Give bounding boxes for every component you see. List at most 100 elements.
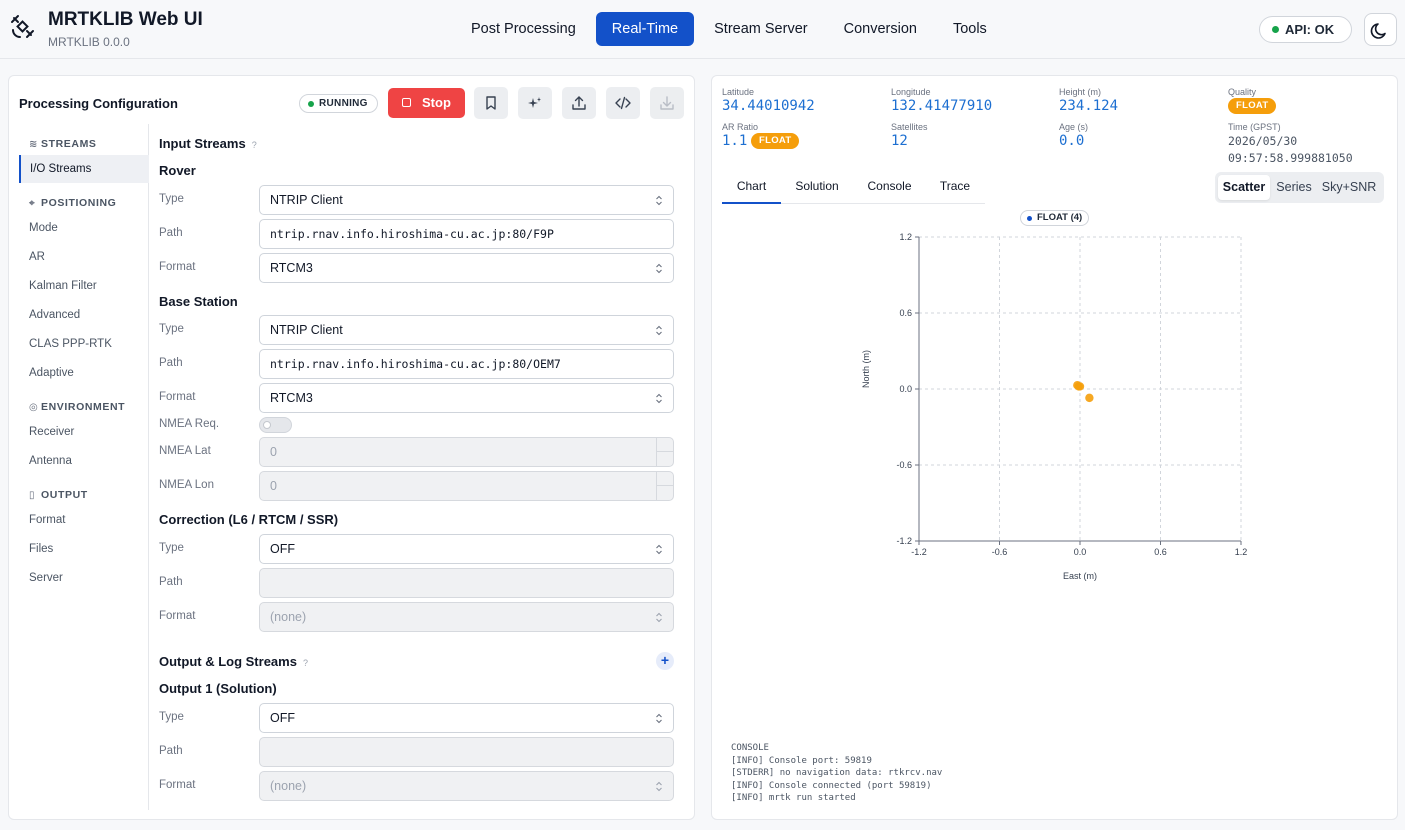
nav-conversion[interactable]: Conversion xyxy=(843,21,917,37)
view-tabs: Chart Solution Console Trace xyxy=(722,175,985,204)
chevron-updown-icon xyxy=(656,544,662,555)
number-stepper[interactable] xyxy=(656,472,673,500)
view-sky-snr[interactable]: Sky+SNR xyxy=(1321,180,1377,194)
theme-toggle-button[interactable] xyxy=(1364,13,1397,46)
nav-tools[interactable]: Tools xyxy=(952,21,987,37)
nmea-lon-input[interactable]: 0 xyxy=(259,471,674,501)
output1-path-label: Path xyxy=(159,745,183,757)
console-line: [INFO] Console connected (port 59819) xyxy=(731,780,932,791)
nmea-req-toggle[interactable] xyxy=(259,417,292,433)
sidebar-item-antenna[interactable]: Antenna xyxy=(29,455,72,467)
output1-format-select[interactable]: (none) xyxy=(259,771,674,801)
output1-path-input[interactable] xyxy=(259,737,674,767)
api-status-badge: API: OK xyxy=(1259,16,1352,43)
satellites-label: Satellites xyxy=(891,122,928,132)
age-value: 0.0 xyxy=(1059,133,1085,149)
satellite-small-icon: ⌖ xyxy=(29,198,36,209)
time-clock: 09:57:58.999881050 xyxy=(1228,151,1353,165)
rover-format-label: Format xyxy=(159,261,196,273)
sidebar-item-io-streams[interactable]: I/O Streams xyxy=(19,155,149,183)
correction-type-select[interactable]: OFF xyxy=(259,534,674,564)
sidebar-item-kalman-filter[interactable]: Kalman Filter xyxy=(29,280,97,292)
moon-icon xyxy=(1370,23,1386,39)
running-status-label: RUNNING xyxy=(319,98,368,109)
scatter-chart: -1.2 -0.6 0.0 0.6 1.2 1.2 0.6 0.0 -0.6 -1.2 East (… xyxy=(861,232,1247,581)
tab-solution[interactable]: Solution xyxy=(795,179,839,193)
base-path-input[interactable]: ntrip.rnav.info.hiroshima-cu.ac.jp:80/OE… xyxy=(259,349,674,379)
tab-chart[interactable]: Chart xyxy=(722,175,781,204)
satellites-value: 12 xyxy=(891,133,908,149)
view-series[interactable]: Series xyxy=(1276,180,1312,194)
stop-button[interactable]: Stop xyxy=(388,88,465,118)
nav-real-time[interactable]: Real-Time xyxy=(595,12,695,46)
chart-view-switch: Scatter Series Sky+SNR xyxy=(1215,172,1384,203)
sidebar-item-mode[interactable]: Mode xyxy=(29,222,58,234)
correction-type-label: Type xyxy=(159,542,184,554)
base-station-title: Base Station xyxy=(159,294,238,309)
sidebar-item-server[interactable]: Server xyxy=(29,572,63,584)
help-icon[interactable]: ? xyxy=(302,658,308,668)
chevron-updown-icon xyxy=(656,781,662,792)
realtime-monitor-panel: Latitude 34.44010942 Longitude 132.41477… xyxy=(711,75,1398,820)
correction-title: Correction (L6 / RTCM / SSR) xyxy=(159,512,339,527)
correction-path-input[interactable] xyxy=(259,568,674,598)
upload-icon xyxy=(572,96,586,110)
add-output-button[interactable]: + xyxy=(656,652,674,670)
help-icon[interactable]: ? xyxy=(251,140,257,150)
satellite-icon xyxy=(11,15,34,38)
chevron-updown-icon xyxy=(656,612,662,623)
code-button[interactable] xyxy=(606,87,640,119)
rover-type-select[interactable]: NTRIP Client xyxy=(259,185,674,215)
scatter-point xyxy=(1075,382,1085,391)
upload-button[interactable] xyxy=(562,87,596,119)
sidebar-item-files[interactable]: Files xyxy=(29,543,54,555)
rover-format-select[interactable]: RTCM3 xyxy=(259,253,674,283)
tab-trace[interactable]: Trace xyxy=(939,179,971,193)
base-format-select[interactable]: RTCM3 xyxy=(259,383,674,413)
number-stepper[interactable] xyxy=(656,438,673,466)
globe-icon: ◎ xyxy=(29,402,39,413)
height-label: Height (m) xyxy=(1059,87,1102,97)
wifi-icon: ≋ xyxy=(29,139,38,150)
time-label: Time (GPST) xyxy=(1228,122,1281,132)
config-sidebar: ≋ STREAMS I/O Streams ⌖ POSITIONING Mode A… xyxy=(9,124,149,810)
view-scatter[interactable]: Scatter xyxy=(1218,175,1270,200)
app-header: MRTKLIB Web UI MRTKLIB 0.0.0 Post Proces… xyxy=(0,0,1405,59)
console-title: CONSOLE xyxy=(731,743,769,753)
sidebar-item-ar[interactable]: AR xyxy=(29,251,45,263)
chevron-updown-icon xyxy=(656,713,662,724)
base-type-select[interactable]: NTRIP Client xyxy=(259,315,674,345)
io-streams-form: Input Streams? Rover Type NTRIP Client P… xyxy=(159,124,679,810)
correction-format-select[interactable]: (none) xyxy=(259,602,674,632)
longitude-value: 132.41477910 xyxy=(891,98,993,114)
console-line: [INFO] Console port: 59819 xyxy=(731,755,872,766)
sidebar-item-format[interactable]: Format xyxy=(29,514,66,526)
tab-console[interactable]: Console xyxy=(867,179,912,193)
y-tick-label: -1.2 xyxy=(896,536,912,546)
sparkle-icon xyxy=(528,97,541,108)
processing-config-panel: Processing Configuration RUNNING Stop ≋ S… xyxy=(8,75,695,820)
bookmark-button[interactable] xyxy=(474,87,508,119)
y-tick-label: 0.0 xyxy=(899,384,912,394)
sparkle-button[interactable] xyxy=(518,87,552,119)
download-button[interactable] xyxy=(650,87,684,119)
console-line: [INFO] mrtk run started xyxy=(731,793,856,803)
sidebar-item-clas-ppp-rtk[interactable]: CLAS PPP-RTK xyxy=(29,338,112,350)
output1-type-select[interactable]: OFF xyxy=(259,703,674,733)
nav-stream-server[interactable]: Stream Server xyxy=(714,21,808,37)
api-status-label: API: OK xyxy=(1285,22,1335,37)
nmea-lat-input[interactable]: 0 xyxy=(259,437,674,467)
x-tick-label: 0.6 xyxy=(1154,547,1167,557)
nav-post-processing[interactable]: Post Processing xyxy=(471,21,576,37)
sidebar-item-adaptive[interactable]: Adaptive xyxy=(29,367,74,379)
legend-dot-icon xyxy=(1027,216,1032,221)
sidebar-item-advanced[interactable]: Advanced xyxy=(29,309,81,321)
rover-path-label: Path xyxy=(159,227,183,239)
chevron-updown-icon xyxy=(656,263,662,274)
sidebar-item-receiver[interactable]: Receiver xyxy=(29,426,75,438)
input-streams-title: Input Streams? xyxy=(159,136,257,151)
running-dot-icon xyxy=(308,101,314,107)
latitude-value: 34.44010942 xyxy=(722,98,815,114)
rover-path-input[interactable]: ntrip.rnav.info.hiroshima-cu.ac.jp:80/F9… xyxy=(259,219,674,249)
quality-label: Quality xyxy=(1228,87,1257,97)
